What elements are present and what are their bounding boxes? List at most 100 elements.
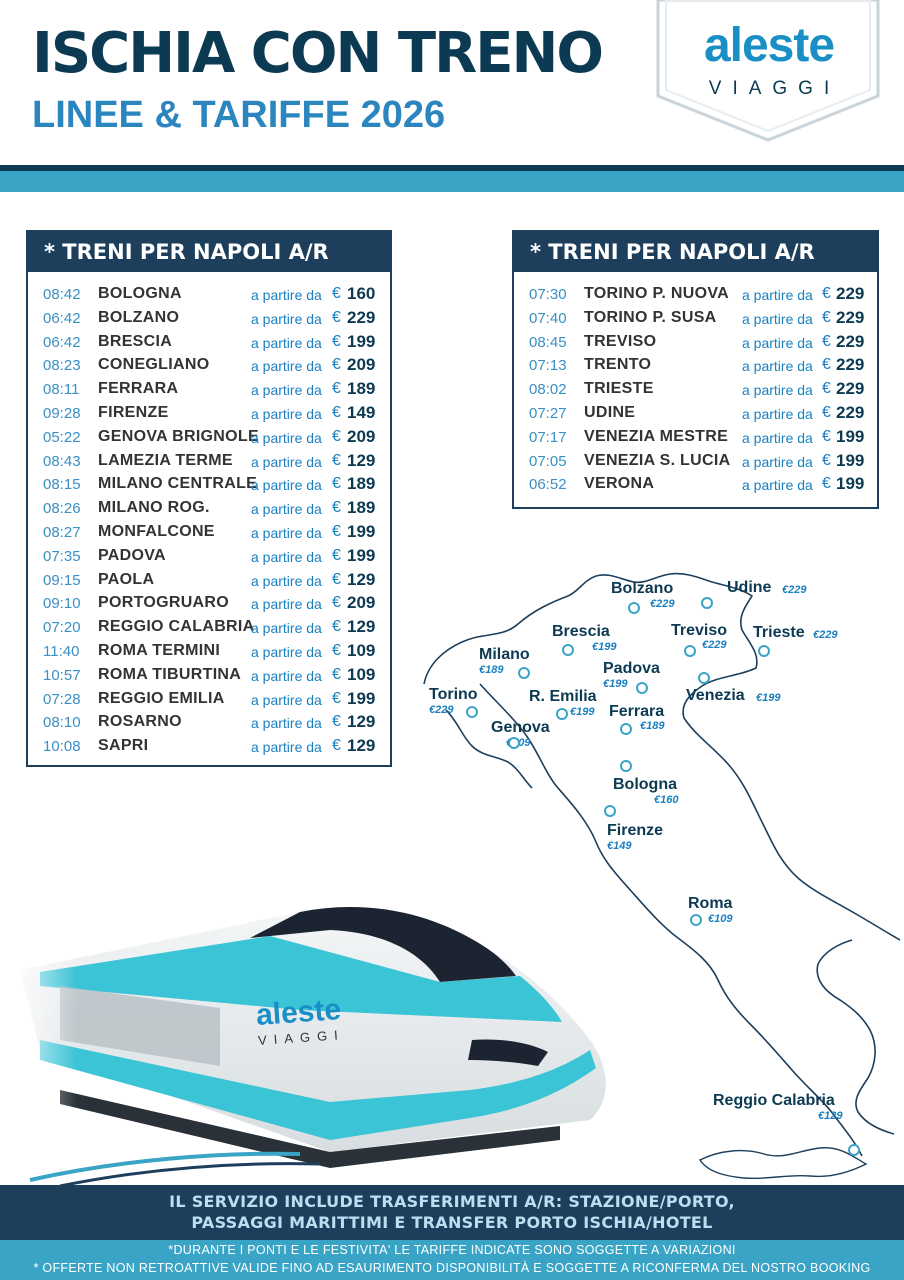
map-city-price: €229	[429, 704, 454, 716]
row-city: PORTOGRUARO	[98, 594, 230, 612]
row-currency: €	[332, 546, 341, 564]
row-currency: €	[332, 570, 341, 588]
map-city-label: Brescia	[552, 623, 610, 640]
table-row: 09:28 FIRENZE a partire da €149	[28, 402, 390, 426]
row-time: 08:11	[43, 381, 80, 399]
map-city-price: €199	[592, 641, 617, 653]
table-row: 08:45 TREVISO a partire da €229	[514, 331, 877, 355]
map-city-label: Bolzano	[611, 580, 674, 597]
row-price: 189	[347, 498, 376, 518]
map-city-price: €129	[818, 1110, 843, 1122]
map-pin-icon	[698, 672, 710, 684]
table-row: 08:26 MILANO ROG. a partire da €189	[28, 497, 390, 521]
map-city-price: €229	[650, 598, 675, 610]
row-time: 08:10	[43, 714, 81, 732]
row-currency: €	[332, 665, 341, 683]
row-time: 09:15	[43, 571, 81, 589]
table-row: 06:52 VERONA a partire da €199	[514, 473, 877, 497]
table-row: 07:30 TORINO P. NUOVA a partire da €229	[514, 283, 877, 307]
panel-heading: * TRENI PER NAPOLI A/R	[28, 232, 390, 272]
row-price: 129	[347, 736, 376, 756]
brand-logo: aleste	[703, 19, 835, 72]
row-from-label: a partire da	[742, 334, 813, 351]
row-currency: €	[332, 689, 341, 707]
map-city-price: €199	[756, 692, 781, 704]
row-price: 149	[347, 402, 376, 422]
row-city: TREVISO	[584, 332, 657, 350]
row-time: 09:28	[43, 404, 81, 422]
map-city-price: €189	[479, 664, 504, 676]
row-currency: €	[822, 380, 831, 398]
row-from-label: a partire da	[742, 405, 813, 422]
row-from-label: a partire da	[251, 667, 322, 684]
map-pin-icon	[848, 1144, 860, 1156]
table-row: 08:11 FERRARA a partire da €189	[28, 378, 390, 402]
table-row: 05:22 GENOVA BRIGNOLE a partire da €209	[28, 426, 390, 450]
row-time: 08:15	[43, 476, 81, 494]
row-from-label: a partire da	[251, 572, 322, 589]
row-price: 109	[347, 640, 376, 660]
row-time: 07:35	[43, 547, 81, 565]
row-time: 08:23	[43, 357, 81, 375]
row-from-label: a partire da	[251, 382, 322, 399]
panel-heading: * TRENI PER NAPOLI A/R	[514, 232, 877, 272]
header-band-dark	[0, 165, 904, 171]
row-price: 209	[347, 593, 376, 613]
row-time: 07:05	[529, 452, 567, 470]
map-city-label: Ferrara	[609, 703, 665, 720]
row-time: 10:08	[43, 738, 81, 756]
row-city: SAPRI	[98, 737, 149, 755]
table-row: 07:28 REGGIO EMILIA a partire da €199	[28, 688, 390, 712]
map-pin-icon	[701, 597, 713, 609]
row-currency: €	[332, 713, 341, 731]
row-from-label: a partire da	[742, 382, 813, 399]
row-city: LAMEZIA TERME	[98, 451, 233, 469]
row-price: 129	[347, 617, 376, 637]
row-city: BRESCIA	[98, 332, 173, 350]
row-city: TRENTO	[584, 356, 652, 374]
row-price: 199	[347, 331, 376, 351]
row-currency: €	[822, 308, 831, 326]
row-time: 08:26	[43, 500, 81, 518]
table-row: 07:17 VENEZIA MESTRE a partire da €199	[514, 426, 877, 450]
row-city: REGGIO CALABRIA	[98, 618, 255, 636]
row-city: GENOVA BRIGNOLE	[98, 427, 259, 445]
row-time: 07:17	[529, 428, 567, 446]
table-row: 06:42 BRESCIA a partire da €199	[28, 331, 390, 355]
row-city: VENEZIA S. LUCIA	[584, 451, 731, 469]
map-city-label: Milano	[479, 646, 530, 663]
table-row: 07:40 TORINO P. SUSA a partire da €229	[514, 307, 877, 331]
row-currency: €	[822, 475, 831, 493]
row-currency: €	[822, 427, 831, 445]
row-from-label: a partire da	[251, 715, 322, 732]
map-pin-icon	[636, 682, 648, 694]
row-city: PAOLA	[98, 570, 155, 588]
row-currency: €	[822, 356, 831, 374]
table-row: 07:20 REGGIO CALABRIA a partire da €129	[28, 616, 390, 640]
train-table-left: * TRENI PER NAPOLI A/R 08:42 BOLOGNA a par…	[26, 230, 392, 767]
row-price: 189	[347, 379, 376, 399]
row-city: ROMA TIBURTINA	[98, 665, 242, 683]
row-time: 06:42	[43, 333, 81, 351]
row-city: VERONA	[584, 475, 655, 493]
map-city-label: Trieste	[753, 624, 805, 641]
row-from-label: a partire da	[251, 643, 322, 660]
footer-note-1: *DURANTE I PONTI E LE FESTIVITA' LE TARI…	[168, 1243, 736, 1257]
footer-note-2: * OFFERTE NON RETROATTIVE VALIDE FINO AD…	[33, 1261, 871, 1275]
row-currency: €	[822, 451, 831, 469]
table-row: 09:10 PORTOGRUARO a partire da €209	[28, 592, 390, 616]
table-row: 11:40 ROMA TERMINI a partire da €109	[28, 640, 390, 664]
row-from-label: a partire da	[251, 620, 322, 637]
row-price: 229	[836, 284, 865, 303]
row-time: 08:42	[43, 286, 81, 303]
map-city-price: €109	[708, 913, 733, 925]
row-currency: €	[332, 451, 341, 469]
row-from-label: a partire da	[742, 477, 813, 494]
row-price: 199	[836, 426, 865, 446]
row-price: 109	[347, 664, 376, 684]
row-from-label: a partire da	[251, 691, 322, 708]
row-currency: €	[332, 641, 341, 659]
train-illustration	[0, 890, 640, 1190]
map-city-price: €229	[813, 629, 838, 641]
row-currency: €	[332, 737, 341, 755]
